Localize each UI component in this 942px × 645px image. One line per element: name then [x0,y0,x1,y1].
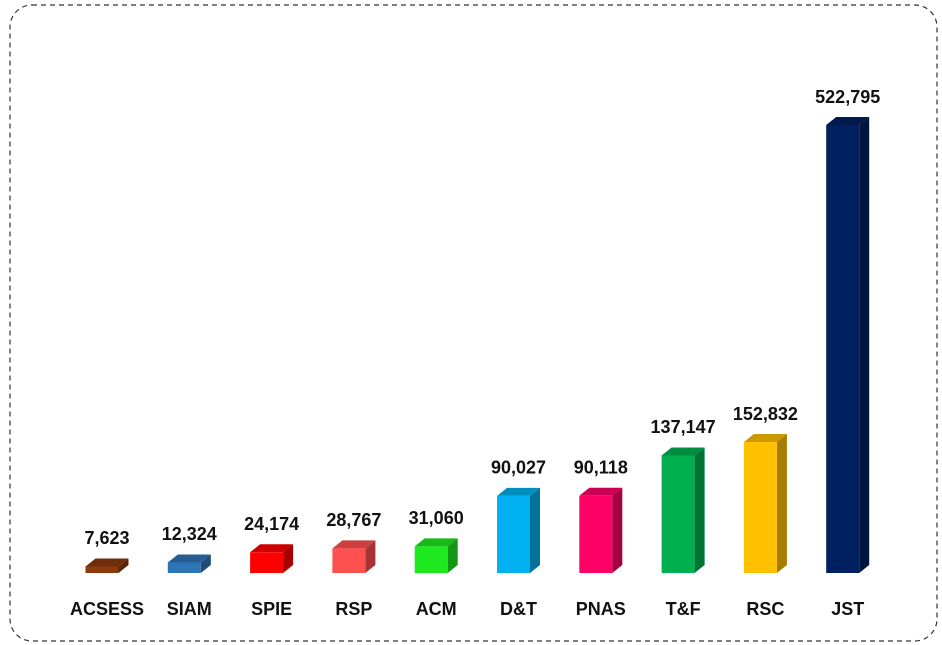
x-tick-label: JST [831,599,864,619]
x-tick-label: T&F [666,599,701,619]
chart-border [10,5,937,641]
value-label: 90,027 [491,458,546,478]
x-tick-label: PNAS [576,599,626,619]
bar-side [695,447,705,573]
x-tick-label: ACM [416,599,457,619]
bar [332,548,365,573]
bar-side [859,117,869,573]
bar [168,562,201,573]
x-tick-label: SPIE [251,599,292,619]
value-label: 31,060 [409,508,464,528]
bar [662,455,695,573]
page: {"chart_data": {"type": "bar3d", "catego… [0,0,942,645]
value-label: 90,118 [574,458,628,478]
bar [744,442,777,573]
bar [579,496,612,573]
bar [86,566,119,573]
x-tick-label: RSP [335,599,372,619]
value-label: 28,767 [326,510,381,530]
bar [497,496,530,573]
x-tick-label: SIAM [167,599,212,619]
bar [250,552,283,573]
x-tick-label: D&T [500,599,537,619]
value-label: 522,795 [815,87,880,107]
x-tick-label: ACSESS [70,599,144,619]
value-label: 152,832 [733,404,798,424]
bar-side [612,488,622,573]
x-tick-label: RSC [746,599,784,619]
bar [826,125,859,573]
value-label: 24,174 [244,514,299,534]
bar [415,546,448,573]
value-label: 7,623 [84,528,129,548]
value-label: 12,324 [162,524,217,544]
chart: ACSESS 7,623 SIAM 12,324 SPIE 24,174 RSP 28,767… [0,0,942,645]
bar-side [530,488,540,573]
value-label: 137,147 [651,417,716,437]
bar-side [777,434,787,573]
